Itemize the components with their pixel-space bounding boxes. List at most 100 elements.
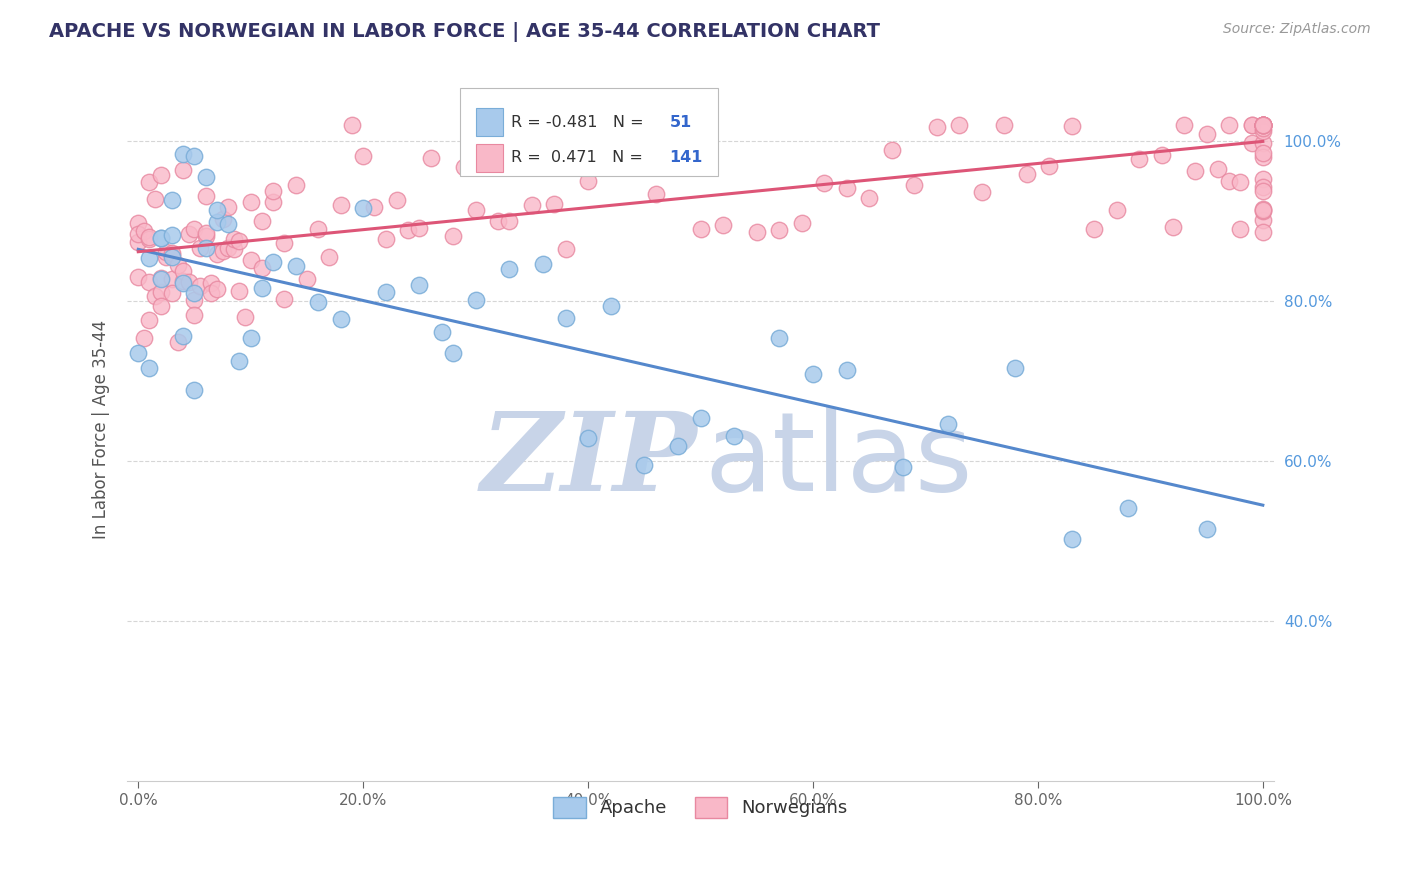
Point — [858, 191, 880, 205]
Point — [1015, 167, 1038, 181]
Point — [1116, 500, 1139, 515]
Point — [149, 299, 172, 313]
Point — [211, 244, 233, 258]
Point — [1173, 119, 1195, 133]
Point — [790, 216, 813, 230]
Point — [419, 151, 441, 165]
Point — [396, 223, 419, 237]
Point — [222, 242, 245, 256]
Point — [835, 363, 858, 377]
Point — [194, 229, 217, 244]
Point — [554, 242, 576, 256]
FancyBboxPatch shape — [475, 108, 503, 136]
Point — [318, 250, 340, 264]
Point — [177, 275, 200, 289]
Point — [239, 331, 262, 345]
Point — [166, 334, 188, 349]
Point — [644, 187, 666, 202]
Point — [1251, 119, 1274, 133]
Point — [205, 203, 228, 218]
Point — [1251, 119, 1274, 133]
Point — [127, 346, 149, 360]
Point — [1251, 136, 1274, 150]
Point — [599, 299, 621, 313]
Point — [149, 285, 172, 300]
Point — [1251, 203, 1274, 218]
Point — [233, 310, 256, 325]
Point — [149, 272, 172, 286]
Point — [138, 252, 160, 266]
Point — [1251, 119, 1274, 133]
Point — [149, 231, 172, 245]
Point — [172, 276, 194, 290]
Point — [149, 270, 172, 285]
Point — [363, 200, 385, 214]
Point — [1251, 203, 1274, 218]
Point — [689, 411, 711, 425]
Point — [464, 293, 486, 308]
Point — [273, 236, 295, 251]
Point — [194, 170, 217, 185]
Point — [1251, 171, 1274, 186]
Point — [666, 145, 689, 159]
Point — [1251, 119, 1274, 133]
Point — [520, 198, 543, 212]
Point — [138, 230, 160, 244]
Point — [188, 279, 211, 293]
Point — [295, 272, 318, 286]
Point — [183, 221, 205, 235]
Point — [453, 160, 475, 174]
Point — [329, 312, 352, 326]
Point — [262, 254, 284, 268]
Point — [1251, 119, 1274, 133]
Text: APACHE VS NORWEGIAN IN LABOR FORCE | AGE 35-44 CORRELATION CHART: APACHE VS NORWEGIAN IN LABOR FORCE | AGE… — [49, 22, 880, 42]
Point — [127, 270, 149, 285]
Point — [217, 200, 239, 214]
Point — [891, 460, 914, 475]
Point — [835, 181, 858, 195]
Point — [1251, 180, 1274, 194]
Point — [307, 222, 329, 236]
Point — [183, 384, 205, 398]
Point — [1105, 203, 1128, 218]
Point — [155, 250, 177, 264]
Point — [228, 234, 250, 248]
Point — [132, 224, 155, 238]
Point — [160, 285, 183, 300]
Point — [1240, 136, 1263, 151]
Point — [633, 458, 655, 472]
Point — [160, 228, 183, 243]
Point — [374, 232, 396, 246]
Point — [172, 328, 194, 343]
Point — [143, 192, 166, 206]
Point — [160, 248, 183, 262]
Point — [1251, 119, 1274, 133]
Point — [138, 360, 160, 375]
Point — [531, 257, 554, 271]
Point — [352, 149, 374, 163]
Point — [160, 250, 183, 264]
Point — [194, 189, 217, 203]
Point — [127, 227, 149, 241]
Point — [217, 217, 239, 231]
Point — [262, 194, 284, 209]
Point — [138, 175, 160, 189]
Point — [1251, 150, 1274, 164]
Point — [217, 242, 239, 256]
Point — [498, 214, 520, 228]
Point — [250, 281, 273, 295]
Point — [1251, 119, 1274, 133]
Point — [1150, 148, 1173, 162]
Point — [599, 134, 621, 148]
Point — [160, 246, 183, 260]
Point — [160, 272, 183, 286]
Point — [143, 289, 166, 303]
Point — [183, 308, 205, 322]
Point — [970, 185, 993, 199]
Point — [127, 235, 149, 249]
Point — [1251, 124, 1274, 138]
Point — [188, 241, 211, 255]
Text: Source: ZipAtlas.com: Source: ZipAtlas.com — [1223, 22, 1371, 37]
Point — [138, 276, 160, 290]
Point — [385, 193, 408, 207]
